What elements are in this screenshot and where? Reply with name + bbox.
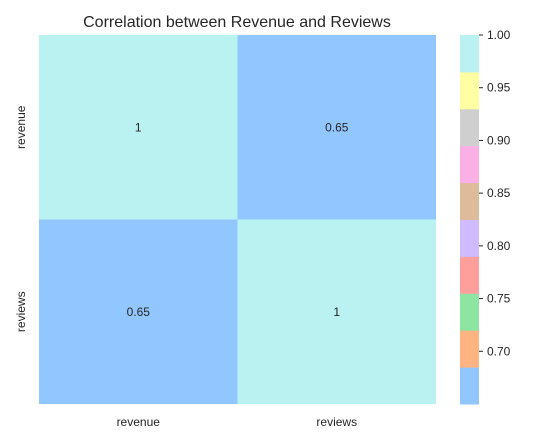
colorbar-bin (460, 293, 479, 331)
cell-value-label: 1 (135, 120, 142, 134)
colorbar-tick-label: 1.00 (487, 28, 511, 42)
colorbar-tick-label: 0.95 (487, 81, 511, 95)
chart-title: Correlation between Revenue and Reviews (83, 14, 391, 31)
cell-value-label: 1 (333, 305, 340, 319)
colorbar-bin (460, 71, 479, 110)
x-axis-ticks: revenue reviews (117, 415, 358, 429)
colorbar-bin (460, 367, 479, 405)
y-axis-ticks: revenue reviews (14, 105, 28, 332)
colorbar-bin (460, 35, 479, 73)
x-tick-label: revenue (117, 415, 161, 429)
colorbar-tick-label: 0.90 (487, 133, 511, 147)
cell-value-label: 0.65 (127, 305, 151, 319)
heatmap-cell (237, 35, 436, 220)
heatmap-cell-labels: 1 0.65 0.65 1 (127, 120, 349, 319)
colorbar-tick-label: 0.85 (487, 186, 511, 200)
heatmap-cell (39, 35, 238, 220)
colorbar-bin (460, 256, 479, 294)
y-tick-label: reviews (14, 291, 28, 332)
y-tick-label: revenue (14, 105, 28, 149)
heatmap-cell (237, 219, 436, 404)
colorbar-bin (460, 145, 479, 184)
cell-value-label: 0.65 (325, 120, 349, 134)
x-tick-label: reviews (316, 415, 357, 429)
colorbar-bin (460, 108, 479, 147)
heatmap-cell (39, 219, 238, 404)
colorbar-tick-label: 0.80 (487, 239, 511, 253)
colorbar-ticks: 0.70 0.75 0.80 0.85 0.90 0.95 1.00 (479, 28, 511, 358)
colorbar-tick-label: 0.75 (487, 292, 511, 306)
colorbar-tick-label: 0.70 (487, 344, 511, 358)
heatmap-cells (39, 35, 436, 404)
colorbar-bin (460, 330, 479, 368)
colorbar (460, 35, 479, 405)
colorbar-bin (460, 182, 479, 220)
colorbar-bin (460, 219, 479, 257)
